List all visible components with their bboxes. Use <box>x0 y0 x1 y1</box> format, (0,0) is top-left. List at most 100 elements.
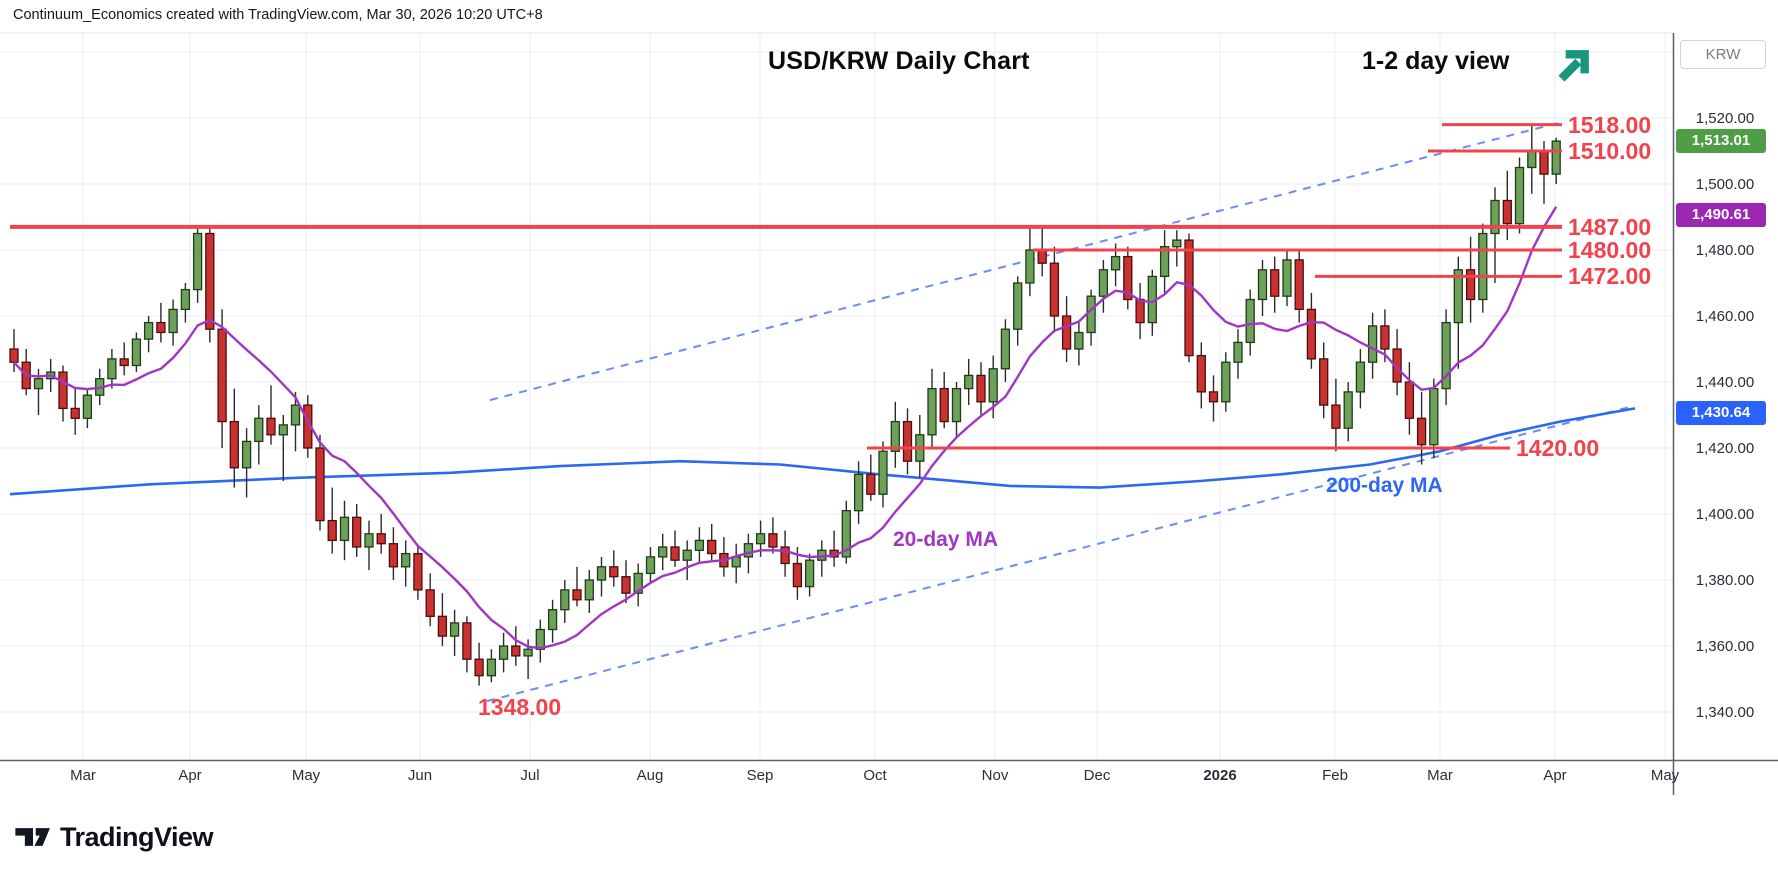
candle-body <box>670 546 680 561</box>
candle-body <box>1196 354 1206 393</box>
price-tick-label[interactable]: 1,400.00 <box>1695 506 1755 523</box>
candle-body <box>707 539 717 555</box>
candle-body <box>841 510 851 558</box>
candle-body <box>1380 325 1390 350</box>
currency-label: KRW <box>1680 40 1766 69</box>
candle-body <box>1551 140 1561 175</box>
candle-body <box>462 622 472 660</box>
candle-body <box>254 417 264 443</box>
time-tick-label[interactable]: Sep <box>746 767 774 784</box>
candle-body <box>241 440 252 469</box>
candle-body <box>425 589 435 617</box>
tradingview-logo[interactable]: TradingView <box>14 818 214 856</box>
price-tick-label[interactable]: 1,500.00 <box>1695 176 1755 193</box>
candle-body <box>1294 259 1304 311</box>
time-tick-label[interactable]: 2026 <box>1203 767 1237 784</box>
candle-body <box>560 589 570 611</box>
price-tick-label[interactable]: 1,480.00 <box>1695 242 1755 259</box>
candle-body <box>266 417 276 436</box>
up-right-arrow-icon <box>1558 50 1589 82</box>
candle-body <box>1453 269 1463 324</box>
candle-body <box>584 579 594 601</box>
price-tick-label[interactable]: 1,340.00 <box>1695 704 1755 721</box>
candle-body <box>755 533 766 545</box>
candle-body <box>1000 328 1011 370</box>
candle-body <box>1367 325 1378 363</box>
candle-body <box>33 378 44 390</box>
price-tick-label[interactable]: 1,520.00 <box>1695 110 1755 127</box>
time-tick-label[interactable]: Mar <box>70 767 96 784</box>
candle-body <box>621 576 631 594</box>
time-tick-label[interactable]: Apr <box>1543 767 1567 784</box>
candle-body <box>547 609 558 631</box>
candle-body <box>1110 255 1121 271</box>
time-tick-label[interactable]: Dec <box>1083 767 1111 784</box>
candle-body <box>792 562 803 588</box>
candle-body <box>1355 361 1366 393</box>
ma-label: 20-day MA <box>893 528 999 551</box>
candle-body <box>523 648 533 657</box>
candle-body <box>401 552 411 568</box>
candle-body <box>107 358 117 380</box>
candle-body <box>364 533 374 548</box>
candle-body <box>1392 348 1402 383</box>
time-tick-label[interactable]: Aug <box>636 767 664 784</box>
candle-body <box>180 288 191 311</box>
candle-body <box>1074 331 1084 350</box>
candle-body <box>927 387 937 436</box>
level-label: 1487.00 <box>1568 213 1652 240</box>
candle-body <box>119 358 129 367</box>
candle-body <box>70 407 80 419</box>
candle-body <box>339 516 350 542</box>
time-tick-label[interactable]: Feb <box>1322 767 1348 784</box>
candle-body <box>1416 417 1427 446</box>
candle-body <box>486 658 497 677</box>
price-tick-label[interactable]: 1,460.00 <box>1695 308 1755 325</box>
time-tick-label[interactable]: Oct <box>863 767 887 784</box>
candle-body <box>682 549 692 561</box>
time-tick-label[interactable]: Nov <box>981 767 1009 784</box>
candle-body <box>853 473 864 512</box>
chart-title: USD/KRW Daily Chart <box>768 47 1030 75</box>
level-label: 1472.00 <box>1568 263 1652 290</box>
candle-body <box>596 566 607 581</box>
candle-body <box>327 519 337 542</box>
price-tick-label[interactable]: 1,380.00 <box>1695 572 1755 589</box>
candle-body <box>1049 262 1060 317</box>
candle-body <box>1233 341 1243 363</box>
price-tick-label[interactable]: 1,360.00 <box>1695 638 1755 655</box>
candle-body <box>572 589 582 601</box>
time-tick-label[interactable]: Jun <box>407 767 433 784</box>
candle-body <box>511 645 521 657</box>
level-label: 1518.00 <box>1568 111 1652 138</box>
time-tick-label[interactable]: May <box>291 767 321 784</box>
candle-body <box>1184 239 1194 357</box>
candle-body <box>474 658 484 677</box>
candle-body <box>315 447 325 522</box>
candle-body <box>376 533 386 545</box>
candle-body <box>58 371 68 410</box>
time-tick-label[interactable]: Apr <box>178 767 202 784</box>
time-tick-label[interactable]: May <box>1650 767 1680 784</box>
candle-body <box>768 533 778 548</box>
time-tick-label[interactable]: Mar <box>1427 767 1453 784</box>
price-badge: 1,513.01 <box>1676 129 1766 154</box>
candle-body <box>352 516 362 548</box>
attribution-text: Continuum_Economics created with Trading… <box>13 7 543 23</box>
candle-body <box>1319 358 1329 406</box>
time-tick-label[interactable]: Jul <box>520 767 540 784</box>
candle-body <box>658 546 668 558</box>
candle-body <box>1343 391 1353 429</box>
candle-body <box>413 552 423 591</box>
candle-body <box>1257 269 1268 301</box>
price-tick-label[interactable]: 1,420.00 <box>1695 440 1755 457</box>
candle-body <box>1245 298 1255 344</box>
candle-body <box>168 308 178 334</box>
candle-body <box>1098 269 1109 297</box>
candle-body <box>1282 259 1292 297</box>
price-tick-label[interactable]: 1,440.00 <box>1695 374 1755 391</box>
candle-body <box>988 368 998 403</box>
candle-body <box>205 232 215 330</box>
